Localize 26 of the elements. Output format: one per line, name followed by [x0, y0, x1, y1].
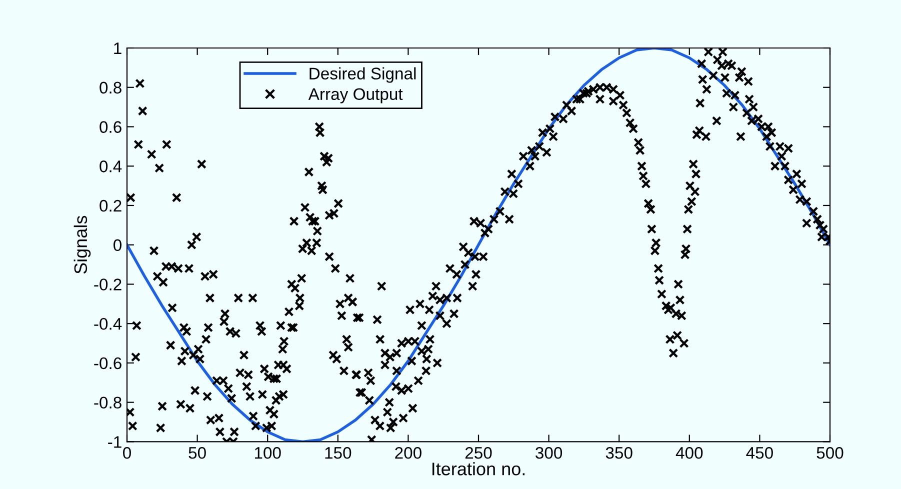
y-tick-label: 0.4 [100, 160, 122, 172]
y-tick-label: -0.4 [94, 318, 122, 330]
x-tick-label: 150 [325, 447, 352, 459]
y-tick-label: 1 [114, 42, 122, 54]
legend-label: Array Output [308, 88, 403, 104]
x-axis-title: Iteration no. [432, 462, 525, 476]
x-tick-label: 100 [254, 447, 281, 459]
x-tick-label: 450 [746, 447, 773, 459]
legend-label: Desired Signal [310, 67, 416, 83]
x-tick-label: 0 [123, 447, 131, 459]
y-tick-label: 0.6 [100, 121, 122, 133]
y-tick-label: 0.8 [100, 82, 122, 94]
y-tick-label: 0 [114, 239, 122, 252]
x-tick-label: 250 [465, 447, 492, 459]
x-tick-label: 200 [395, 447, 422, 459]
y-axis-title: Signals [74, 216, 91, 274]
x-tick-label: 350 [606, 447, 632, 459]
y-tick-label: 0.2 [100, 200, 122, 212]
y-tick-label: -0.6 [94, 357, 122, 370]
y-tick-label: -1 [108, 436, 122, 448]
y-tick-label: -0.8 [94, 396, 122, 409]
x-tick-label: 50 [188, 447, 206, 459]
x-tick-label: 400 [676, 447, 703, 459]
x-tick-label: 300 [536, 447, 562, 459]
y-tick-label: -0.2 [94, 278, 122, 290]
x-tick-label: 500 [816, 447, 844, 459]
